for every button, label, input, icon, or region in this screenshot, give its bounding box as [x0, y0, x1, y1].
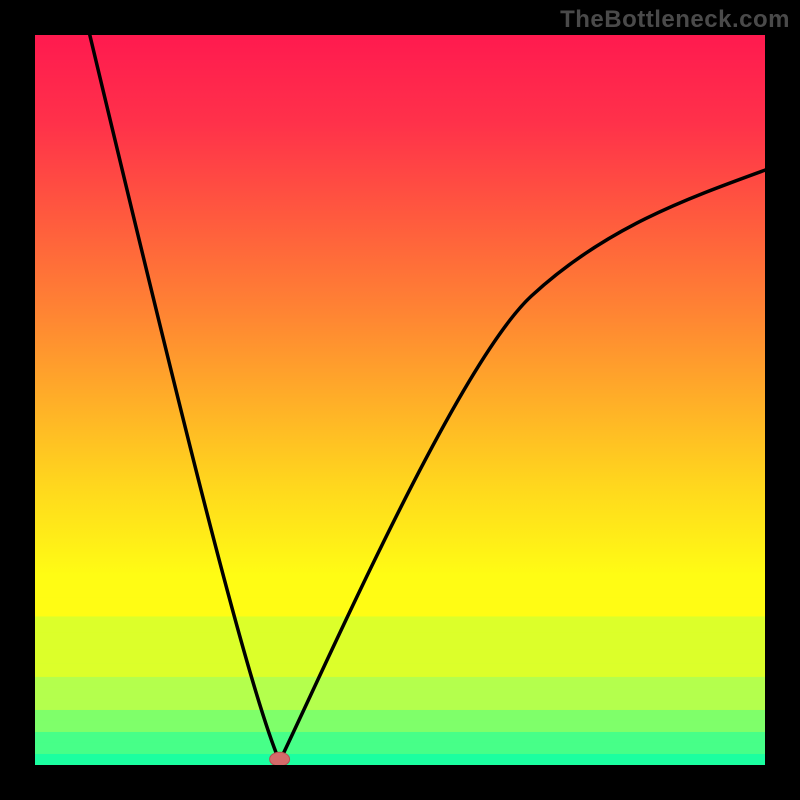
band-stripe [35, 649, 765, 663]
band-stripe [35, 616, 765, 633]
band-stripe [35, 633, 765, 650]
band-stripe [35, 699, 765, 710]
plot-area [35, 35, 765, 766]
chart-stage: TheBottleneck.com [0, 0, 800, 800]
watermark-label: TheBottleneck.com [560, 6, 790, 34]
band-stripe [35, 688, 765, 699]
bottleneck-chart [0, 0, 800, 800]
band-stripe [35, 677, 765, 688]
band-stripe [35, 663, 765, 677]
band-stripe [35, 721, 765, 732]
optimal-point-marker [270, 752, 290, 766]
band-stripe [35, 575, 765, 597]
band-stripe [35, 732, 765, 743]
band-stripe [35, 754, 765, 765]
band-stripes [35, 575, 765, 765]
band-stripe [35, 597, 765, 616]
band-stripe [35, 743, 765, 754]
band-stripe [35, 710, 765, 721]
